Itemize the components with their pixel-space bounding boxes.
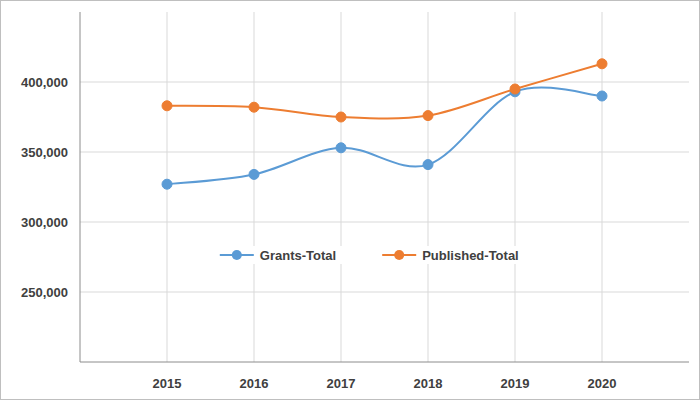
series-line [167, 64, 602, 119]
x-tick-label: 2020 [588, 376, 617, 391]
x-tick-label: 2019 [501, 376, 530, 391]
chart-border [1, 1, 700, 400]
x-axis-line [80, 362, 689, 363]
series-marker [423, 160, 433, 170]
y-tick-label: 350,000 [21, 145, 68, 160]
x-grid-line [428, 12, 429, 362]
series-marker [249, 102, 259, 112]
legend-bg [218, 246, 360, 264]
x-tick-label: 2015 [153, 376, 182, 391]
chart-svg: 250,000 300,000 350,000 400,000 2015 2016 2017… [0, 0, 700, 400]
legend-label: Published-Total [422, 248, 519, 263]
y-grid-line [80, 292, 689, 293]
legend-marker [394, 250, 404, 260]
x-tick-label: 2017 [327, 376, 356, 391]
legend-marker [232, 250, 242, 260]
y-tick-label: 300,000 [21, 215, 68, 230]
series-marker [336, 143, 346, 153]
legend: Grants-Total Published-Total [218, 246, 547, 264]
x-grid-line [341, 12, 342, 362]
plot-area [162, 59, 607, 189]
legend-label: Grants-Total [260, 248, 336, 263]
x-grid-line [254, 12, 255, 362]
series-marker [510, 84, 520, 94]
y-grid-line [80, 152, 689, 153]
series-marker [249, 169, 259, 179]
series-marker [162, 101, 172, 111]
series-marker [423, 111, 433, 121]
legend-bg [380, 246, 547, 264]
y-tick-label: 400,000 [21, 75, 68, 90]
series-marker [336, 112, 346, 122]
chart-container: 250,000 300,000 350,000 400,000 2015 2016 2017… [0, 0, 700, 400]
x-tick-label: 2018 [414, 376, 443, 391]
y-grid-line [80, 82, 689, 83]
y-tick-label: 250,000 [21, 285, 68, 300]
y-grid-line [80, 222, 689, 223]
series-line [167, 88, 602, 185]
series-marker [597, 91, 607, 101]
series-marker [162, 179, 172, 189]
y-axis-line [80, 12, 81, 362]
x-tick-label: 2016 [240, 376, 269, 391]
x-grid-line [515, 12, 516, 362]
series-marker [597, 59, 607, 69]
